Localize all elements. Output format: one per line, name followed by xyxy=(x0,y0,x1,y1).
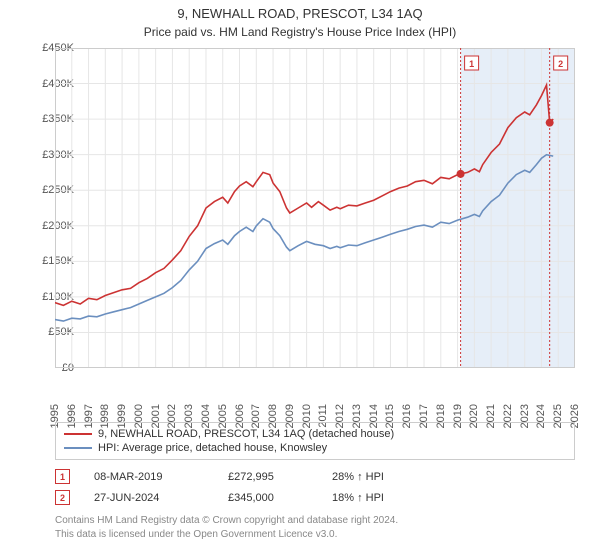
footer-line: Contains HM Land Registry data © Crown c… xyxy=(55,514,575,528)
sale-row-marker: 2 xyxy=(55,490,70,505)
sale-diff: 28% ↑ HPI xyxy=(332,471,384,483)
sale-row: 1 08-MAR-2019 £272,995 28% ↑ HPI xyxy=(55,466,575,487)
chart-plot-area: 12 xyxy=(55,48,575,368)
sale-date: 27-JUN-2024 xyxy=(94,492,204,504)
chart-svg: 12 xyxy=(55,48,575,368)
chart-subtitle: Price paid vs. HM Land Registry's House … xyxy=(0,21,600,43)
sale-row-marker: 1 xyxy=(55,469,70,484)
x-axis-labels: 1995199619971998199920002001200220032004… xyxy=(55,370,575,420)
sale-marker-dot xyxy=(546,119,554,127)
sale-row: 2 27-JUN-2024 £345,000 18% ↑ HPI xyxy=(55,487,575,508)
legend-swatch xyxy=(64,447,92,449)
sale-points-table: 1 08-MAR-2019 £272,995 28% ↑ HPI 2 27-JUN-202… xyxy=(55,466,575,508)
figure-container: 9, NEWHALL ROAD, PRESCOT, L34 1AQ Price … xyxy=(0,0,600,560)
legend-item: 9, NEWHALL ROAD, PRESCOT, L34 1AQ (detac… xyxy=(64,427,566,441)
legend-label: 9, NEWHALL ROAD, PRESCOT, L34 1AQ (detac… xyxy=(98,428,394,440)
sale-price: £272,995 xyxy=(228,471,308,483)
sale-marker-dot xyxy=(457,170,465,178)
legend-swatch xyxy=(64,433,92,435)
sale-marker-badge-number: 1 xyxy=(469,59,474,69)
legend-box: 9, NEWHALL ROAD, PRESCOT, L34 1AQ (detac… xyxy=(55,422,575,460)
sale-diff: 18% ↑ HPI xyxy=(332,492,384,504)
sale-price: £345,000 xyxy=(228,492,308,504)
sale-marker-badge-number: 2 xyxy=(558,59,563,69)
legend-item: HPI: Average price, detached house, Know… xyxy=(64,441,566,455)
footer-line: This data is licensed under the Open Gov… xyxy=(55,528,575,542)
sale-date: 08-MAR-2019 xyxy=(94,471,204,483)
legend-label: HPI: Average price, detached house, Know… xyxy=(98,442,327,454)
chart-title: 9, NEWHALL ROAD, PRESCOT, L34 1AQ xyxy=(0,0,600,21)
attribution-footer: Contains HM Land Registry data © Crown c… xyxy=(55,514,575,541)
